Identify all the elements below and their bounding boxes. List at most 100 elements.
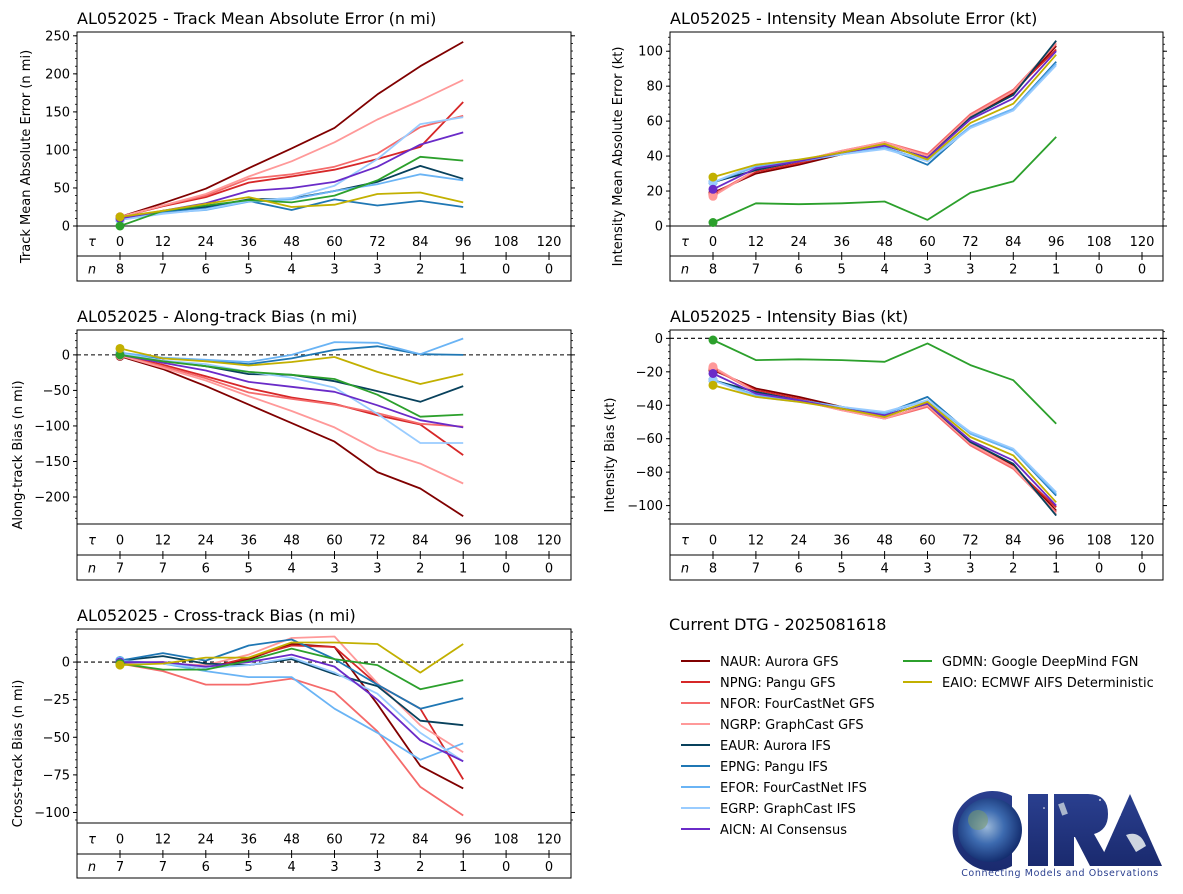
y-tick-label: 50 [53,181,70,196]
sample-count-label: 4 [287,860,295,875]
chart-track_mae: AL052025 - Track Mean Absolute Error (n … [19,9,575,282]
legend-item-eaio: EAIO: ECMWF AIFS Deterministic [903,676,1154,691]
series-marker-eaio [115,660,125,670]
sample-count-label: 2 [1009,562,1017,577]
sample-count-label: 8 [116,263,124,278]
legend-item-eaur: EAUR: Aurora IFS [681,739,831,754]
y-axis-label: Track Mean Absolute Error (n mi) [19,50,34,264]
y-tick-label: 40 [646,150,663,165]
series-line-npng [119,354,464,456]
x-tick-label: 60 [919,235,936,250]
sample-count-label: 3 [373,263,381,278]
series-line-epng [119,638,464,710]
x-tick-label: 48 [283,235,300,250]
series-marker-gdmn [708,218,718,228]
x-tick-label: 84 [412,534,429,549]
series-line-aicn [712,50,1057,191]
series-line-efor [712,62,1057,184]
y-tick-label: 100 [45,143,70,158]
series-line-efor [119,659,464,761]
x-tick-label: 96 [1048,534,1065,549]
sample-count-label: 2 [1009,263,1017,278]
y-tick-label: 0 [62,348,70,363]
x-tick-label: 96 [455,833,472,848]
series-line-aicn [712,372,1057,507]
x-tick-label: 36 [833,534,850,549]
series-line-eaio [119,347,464,385]
x-tick-label: 0 [709,235,717,250]
legend-label: NPNG: Pangu GFS [720,676,836,691]
x-tick-label: 72 [369,833,386,848]
n-row-label: n [88,263,96,278]
x-tick-label: 12 [748,235,765,250]
legend-label: NAUR: Aurora GFS [720,655,838,670]
series-line-eaur [119,655,464,727]
sample-count-label: 3 [330,860,338,875]
series-marker-ngrp [708,362,718,372]
sample-count-label: 5 [838,263,846,278]
y-tick-label: −100 [34,419,70,434]
x-tick-label: 84 [412,833,429,848]
series-line-ngrp [119,79,464,218]
satellite-icon [1058,802,1068,816]
series-line-nfor [119,354,464,428]
logo-tagline: Connecting Models and Observations [961,868,1159,879]
x-tick-label: 48 [283,534,300,549]
x-tick-label: 36 [240,235,257,250]
sample-count-label: 3 [923,562,931,577]
x-tick-label: 0 [116,534,124,549]
series-line-eaio [712,384,1057,503]
x-tick-label: 24 [198,235,215,250]
x-tick-label: 48 [876,534,893,549]
series-line-naur [119,41,464,218]
sample-count-label: 5 [245,562,253,577]
chart-along_track_bias: AL052025 - Along-track Bias (n mi) Along-… [11,307,575,581]
x-tick-label: 24 [791,534,808,549]
plot-frame [76,628,572,879]
sample-count-label: 1 [459,263,467,278]
sample-count-label: 6 [202,860,210,875]
x-tick-label: 12 [155,235,172,250]
y-tick-label: −25 [43,693,70,708]
sample-count-label: 1 [1052,562,1060,577]
y-axis-label: Intensity Bias (kt) [603,398,618,513]
x-tick-label: 72 [369,235,386,250]
x-tick-label: 12 [748,534,765,549]
sample-count-label: 0 [502,263,510,278]
sample-count-label: 8 [709,263,717,278]
chart-title: AL052025 - Intensity Bias (kt) [670,307,908,326]
y-tick-label: −20 [636,365,663,380]
y-tick-label: −150 [34,455,70,470]
legend-item-egrp: EGRP: GraphCast IFS [681,802,856,817]
series-line-gdmn [119,647,464,691]
logo-letter-a [1098,794,1162,866]
tau-row-label: τ [681,534,689,549]
y-tick-label: 20 [646,185,663,200]
tau-row-label: τ [88,235,96,250]
series-line-egrp [119,116,464,221]
x-tick-label: 60 [326,833,343,848]
y-tick-label: 150 [45,105,70,120]
n-row-label: n [681,263,689,278]
y-tick-label: 0 [62,220,70,235]
y-axis-label: Cross-track Bias (n mi) [11,680,26,828]
sample-count-label: 7 [159,562,167,577]
plot-frame [76,31,572,282]
x-tick-label: 120 [537,833,562,848]
y-tick-label: −100 [627,499,663,514]
legend-label: EAUR: Aurora IFS [720,739,831,754]
legend-item-aicn: AICN: AI Consensus [681,823,847,838]
sample-count-label: 5 [245,860,253,875]
x-tick-label: 36 [240,833,257,848]
series-line-ngrp [119,354,464,485]
sample-count-label: 0 [545,263,553,278]
sample-count-label: 0 [1095,562,1103,577]
x-tick-label: 120 [537,534,562,549]
x-tick-label: 0 [709,534,717,549]
legend-item-ngrp: NGRP: GraphCast GFS [681,718,864,733]
legend-item-efor: EFOR: FourCastNet IFS [681,781,867,796]
plot-frame [669,329,1164,581]
series-line-gdmn [712,136,1057,224]
sample-count-label: 0 [502,562,510,577]
x-tick-label: 24 [791,235,808,250]
